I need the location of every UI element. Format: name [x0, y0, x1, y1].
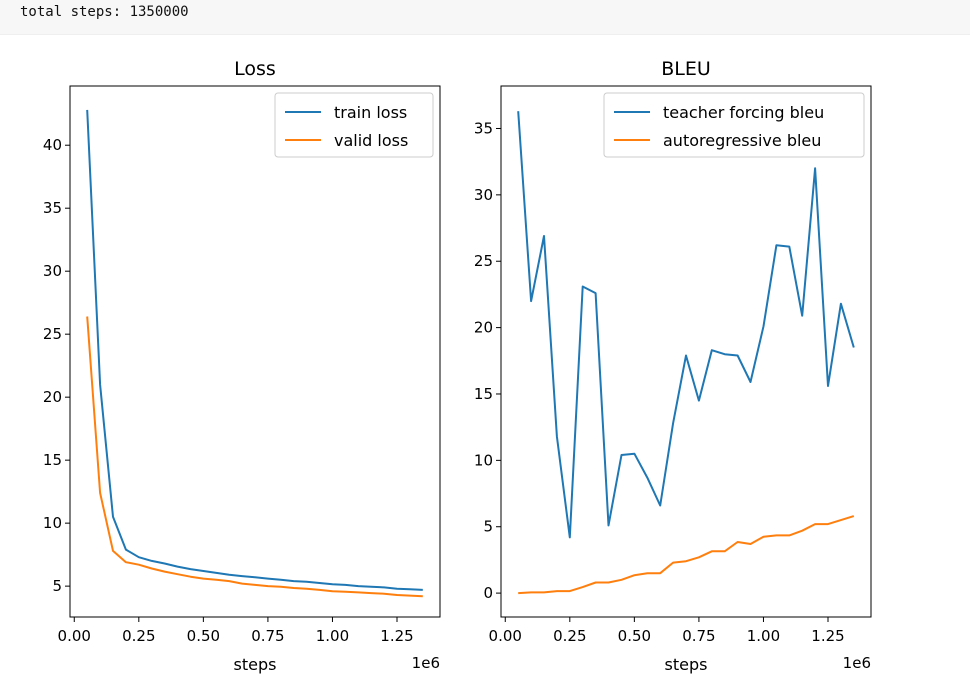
loss-x-axis-label: steps	[234, 655, 277, 674]
loss-series-train-loss-line	[86, 109, 423, 591]
bleu-legend-label: teacher forcing bleu	[663, 103, 824, 122]
loss-x-offset-label: 1e6	[412, 654, 440, 672]
bleu-y-tick-label: 35	[474, 119, 493, 137]
loss-x-tick-label: 0.50	[187, 627, 220, 645]
loss-x-tick-label: 1.00	[316, 627, 349, 645]
bleu-y-tick-label: 30	[474, 186, 493, 204]
loss-plot-frame	[69, 85, 441, 618]
console-output-bar: total steps: 1350000	[0, 0, 970, 35]
loss-series-valid-loss-line	[86, 316, 423, 598]
bleu-plot-frame	[500, 85, 872, 618]
loss-y-tick-label: 40	[43, 136, 62, 154]
loss-x-tick-label: 0.00	[58, 627, 91, 645]
bleu-x-tick-label: 0.00	[489, 627, 522, 645]
bleu-legend	[603, 92, 865, 158]
bleu-y-tick-label: 15	[474, 385, 493, 403]
bleu-y-tick-label: 0	[483, 584, 493, 602]
loss-x-tick-label: 0.75	[251, 627, 284, 645]
bleu-x-axis-label: steps	[665, 655, 708, 674]
loss-y-tick-label: 15	[43, 451, 62, 469]
bleu-y-tick-label: 10	[474, 451, 493, 469]
bleu-legend-label: autoregressive bleu	[663, 131, 821, 150]
bleu-x-tick-label: 0.25	[553, 627, 586, 645]
loss-y-tick-label: 30	[43, 262, 62, 280]
bleu-series-autoregressive-bleu-line	[518, 515, 855, 595]
bleu-x-tick-label: 1.00	[747, 627, 780, 645]
loss-legend-label: train loss	[334, 103, 407, 122]
loss-x-tick-label: 0.25	[122, 627, 155, 645]
loss-y-tick-label: 25	[43, 325, 62, 343]
loss-y-tick-label: 10	[43, 514, 62, 532]
bleu-x-tick-label: 0.50	[618, 627, 651, 645]
loss-chart-title: Loss	[234, 58, 276, 80]
bleu-y-tick-label: 25	[474, 252, 493, 270]
bleu-x-offset-label: 1e6	[843, 654, 871, 672]
bleu-x-tick-label: 1.25	[811, 627, 844, 645]
bleu-x-tick-label: 0.75	[682, 627, 715, 645]
bleu-series-teacher-forcing-bleu-line	[517, 111, 855, 539]
bleu-y-tick-label: 5	[483, 518, 493, 536]
loss-y-tick-label: 35	[43, 199, 62, 217]
loss-y-tick-label: 20	[43, 388, 62, 406]
loss-y-tick-label: 5	[52, 577, 62, 595]
loss-legend-label: valid loss	[334, 131, 408, 150]
console-output-text: total steps: 1350000	[20, 4, 189, 20]
bleu-chart-title: BLEU	[661, 58, 711, 80]
loss-x-tick-label: 1.25	[380, 627, 413, 645]
bleu-y-tick-label: 20	[474, 319, 493, 337]
